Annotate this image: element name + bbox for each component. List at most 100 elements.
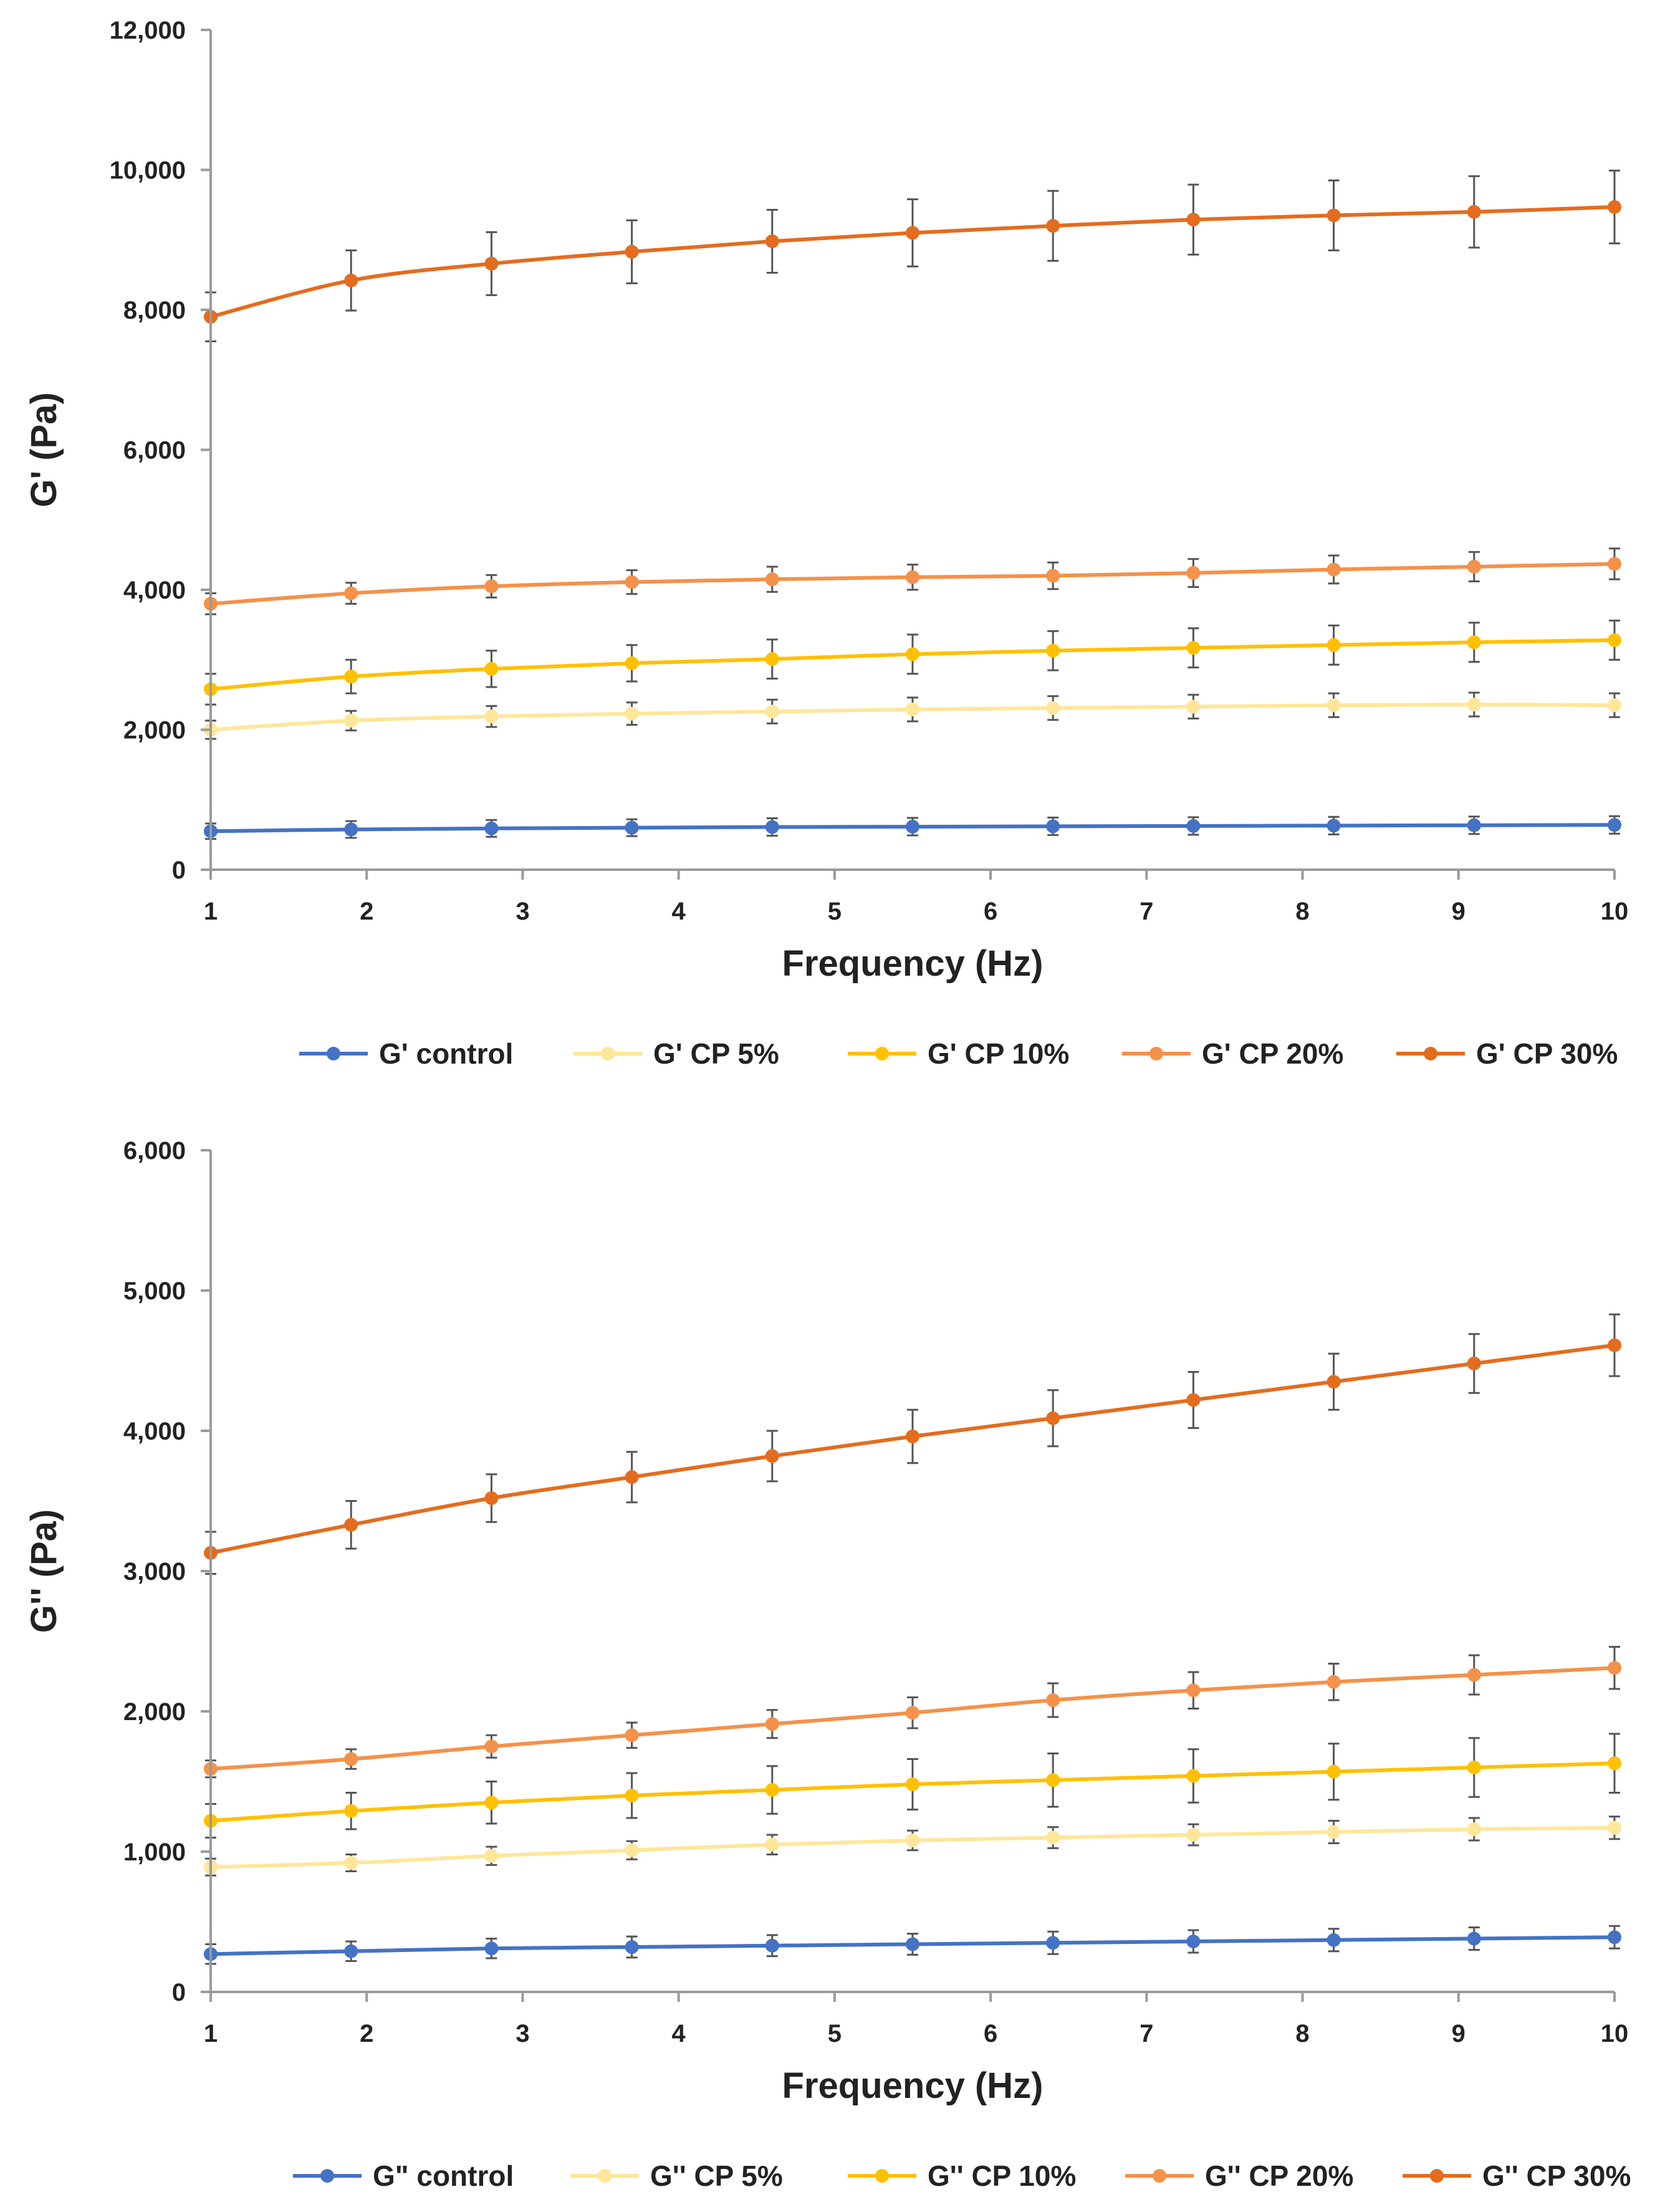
chart-storage-modulus: 0 2,000 4,000 6,000 8,000 10,000 12,000 1 2 3 4 5 6… bbox=[24, 17, 1628, 1070]
data-point bbox=[625, 1470, 639, 1484]
x-tick-label: 2 bbox=[360, 898, 373, 925]
series bbox=[204, 1646, 1621, 1779]
legend-item: G'' CP 30% bbox=[1403, 2160, 1631, 2192]
data-point bbox=[1186, 566, 1201, 580]
y-tick-label: 1,000 bbox=[123, 1839, 186, 1866]
series bbox=[204, 1313, 1621, 1575]
data-point bbox=[1467, 1822, 1481, 1836]
data-point bbox=[1186, 1393, 1201, 1407]
data-point bbox=[906, 1706, 919, 1720]
y-tick-label: 2,000 bbox=[123, 1698, 186, 1726]
x-tick-label: 4 bbox=[672, 898, 686, 925]
y-axis-title: G'' (Pa) bbox=[24, 1509, 64, 1633]
data-point bbox=[344, 1752, 358, 1766]
legend-item: G' CP 30% bbox=[1396, 1037, 1618, 1070]
x-tick-label: 1 bbox=[204, 2020, 218, 2047]
data-point bbox=[1467, 698, 1481, 712]
x-tick-label: 5 bbox=[828, 898, 842, 925]
data-point bbox=[1186, 1683, 1201, 1698]
data-point bbox=[1608, 200, 1621, 214]
data-point bbox=[344, 670, 358, 684]
y-tick-label: 6,000 bbox=[123, 1137, 186, 1165]
legend-marker bbox=[601, 1047, 615, 1060]
data-point bbox=[1186, 819, 1201, 833]
data-point bbox=[765, 1783, 779, 1797]
data-point bbox=[484, 1739, 499, 1754]
data-point bbox=[906, 1937, 919, 1951]
data-point bbox=[1467, 1357, 1481, 1370]
plot-area bbox=[204, 170, 1621, 840]
x-tick-label: 4 bbox=[672, 2020, 686, 2047]
data-point bbox=[1186, 1935, 1201, 1948]
data-point bbox=[1326, 1825, 1341, 1839]
data-point bbox=[906, 1777, 919, 1791]
data-point bbox=[1608, 557, 1621, 571]
y-tick-label: 10,000 bbox=[110, 157, 186, 185]
data-point bbox=[1046, 1773, 1060, 1787]
series bbox=[204, 815, 1621, 840]
tick-marks bbox=[201, 1149, 1616, 2002]
data-point bbox=[1046, 819, 1060, 834]
x-tick-label: 7 bbox=[1139, 898, 1153, 925]
data-point bbox=[625, 575, 639, 589]
x-tick-labels: 1 2 3 4 5 6 7 8 9 10 bbox=[204, 898, 1628, 925]
data-point bbox=[1326, 562, 1341, 577]
x-axis-title: Frequency (Hz) bbox=[782, 943, 1043, 984]
x-tick-label: 10 bbox=[1601, 2020, 1629, 2047]
data-point bbox=[765, 1837, 779, 1852]
legend: G' control G' CP 5% G' CP 10% G' CP 20% G' C… bbox=[299, 1037, 1618, 1070]
data-point bbox=[625, 820, 639, 835]
legend-marker bbox=[1430, 2169, 1444, 2183]
data-point bbox=[484, 821, 499, 835]
series bbox=[204, 1815, 1621, 1877]
data-point bbox=[1467, 1761, 1481, 1774]
data-point bbox=[625, 1789, 639, 1802]
data-point bbox=[344, 273, 358, 287]
series bbox=[204, 547, 1621, 615]
data-point bbox=[1186, 641, 1201, 655]
data-point bbox=[484, 1491, 499, 1505]
data-point bbox=[344, 586, 358, 600]
data-point bbox=[1326, 698, 1341, 713]
legend-item: G" control bbox=[293, 2160, 514, 2192]
data-point bbox=[765, 1449, 779, 1463]
data-point bbox=[1046, 219, 1060, 233]
y-tick-labels: 0 2,000 4,000 6,000 8,000 10,000 12,000 bbox=[110, 17, 186, 884]
data-point bbox=[625, 656, 639, 670]
data-point bbox=[625, 1728, 639, 1743]
data-point bbox=[1046, 569, 1060, 583]
x-tick-label: 6 bbox=[984, 2020, 997, 2047]
data-point bbox=[1046, 1411, 1060, 1425]
legend-marker bbox=[320, 2169, 334, 2183]
legend-item: G' control bbox=[299, 1037, 513, 1070]
data-point bbox=[1608, 1338, 1621, 1352]
data-point bbox=[484, 709, 499, 724]
y-tick-label: 4,000 bbox=[123, 1418, 186, 1445]
legend-label: G" control bbox=[373, 2160, 514, 2192]
x-tick-labels: 1 2 3 4 5 6 7 8 9 10 bbox=[204, 2020, 1628, 2047]
y-tick-label: 6,000 bbox=[123, 437, 186, 464]
series bbox=[204, 170, 1621, 343]
y-axis-title: G' (Pa) bbox=[24, 392, 64, 507]
data-point bbox=[625, 1843, 639, 1857]
data-point bbox=[1186, 700, 1201, 714]
legend-label: G' CP 30% bbox=[1476, 1037, 1618, 1070]
x-tick-label: 8 bbox=[1295, 2020, 1309, 2047]
x-tick-label: 8 bbox=[1295, 898, 1309, 925]
data-point bbox=[484, 256, 499, 271]
data-point bbox=[765, 1717, 779, 1731]
data-point bbox=[344, 713, 358, 728]
data-point bbox=[1046, 1936, 1060, 1950]
legend-marker bbox=[1153, 2169, 1166, 2183]
data-point bbox=[625, 244, 639, 259]
data-point bbox=[484, 1849, 499, 1863]
series bbox=[204, 1733, 1621, 1839]
data-point bbox=[1046, 1830, 1060, 1845]
legend-item: G'' CP 20% bbox=[1125, 2160, 1353, 2192]
data-point bbox=[1326, 1764, 1341, 1779]
data-point bbox=[344, 1856, 358, 1870]
data-point bbox=[1608, 1820, 1621, 1835]
data-point bbox=[1046, 643, 1060, 658]
data-point bbox=[484, 661, 499, 676]
legend-item: G' CP 20% bbox=[1122, 1037, 1343, 1070]
